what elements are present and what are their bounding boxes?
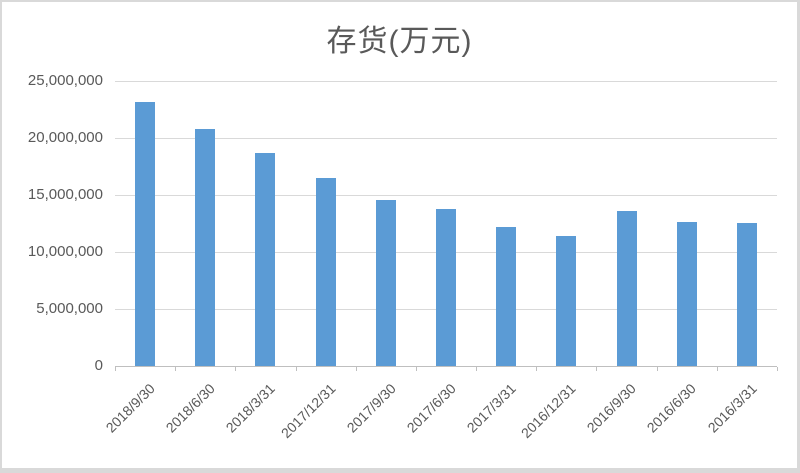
bar-2018/6/30 <box>195 129 216 366</box>
x-axis-label: 2017/9/30 <box>343 380 399 436</box>
x-axis-tick <box>115 367 116 371</box>
bar-2016/3/31 <box>736 223 757 366</box>
x-axis-tick <box>235 367 236 371</box>
gridline <box>115 81 777 82</box>
x-axis-label: 2018/3/31 <box>222 380 279 436</box>
x-axis-tick <box>536 367 537 371</box>
x-axis-tick <box>175 367 176 371</box>
x-axis-tick <box>296 367 297 371</box>
x-axis-tick <box>476 367 477 371</box>
x-axis-label: 2017/6/30 <box>403 380 459 436</box>
y-axis-label: 20,000,000 <box>27 129 103 146</box>
x-axis-label: 2016/9/30 <box>583 380 640 436</box>
bar-2016/9/30 <box>616 211 637 366</box>
gridline <box>115 138 777 139</box>
y-axis-label: 10,000,000 <box>27 243 103 260</box>
bar-2017/12/31 <box>315 178 336 366</box>
x-axis-label: 2016/12/31 <box>518 380 579 442</box>
y-axis-label: 25,000,000 <box>27 72 103 89</box>
x-axis-tick <box>596 367 597 371</box>
y-axis-label: 15,000,000 <box>27 186 103 203</box>
bar-2018/9/30 <box>135 102 156 366</box>
bar-2017/3/31 <box>496 227 517 366</box>
x-axis-label: 2016/6/30 <box>643 380 700 436</box>
bar-2018/3/31 <box>255 153 276 366</box>
gridline <box>115 195 777 196</box>
x-axis-line <box>115 366 777 367</box>
x-axis-tick <box>717 367 718 371</box>
y-axis-label: 0 <box>94 357 103 374</box>
y-axis-label: 5,000,000 <box>36 300 103 317</box>
x-axis-label: 2016/3/31 <box>704 380 760 436</box>
bar-2016/6/30 <box>676 222 697 366</box>
bar-2017/6/30 <box>436 209 456 366</box>
x-axis-tick <box>416 367 417 371</box>
plot-area <box>115 81 778 371</box>
x-axis-tick <box>777 367 778 371</box>
x-axis-tick <box>657 367 658 371</box>
x-axis-label: 2017/3/31 <box>463 380 519 436</box>
x-axis-label: 2018/9/30 <box>102 380 158 436</box>
x-axis-tick <box>356 367 357 371</box>
x-axis-label: 2018/6/30 <box>162 380 218 436</box>
x-axis-label: 2017/12/31 <box>277 380 339 442</box>
chart-title: 存货(万元) <box>326 25 473 58</box>
bar-2016/12/31 <box>556 236 577 366</box>
bar-2017/9/30 <box>375 200 396 366</box>
